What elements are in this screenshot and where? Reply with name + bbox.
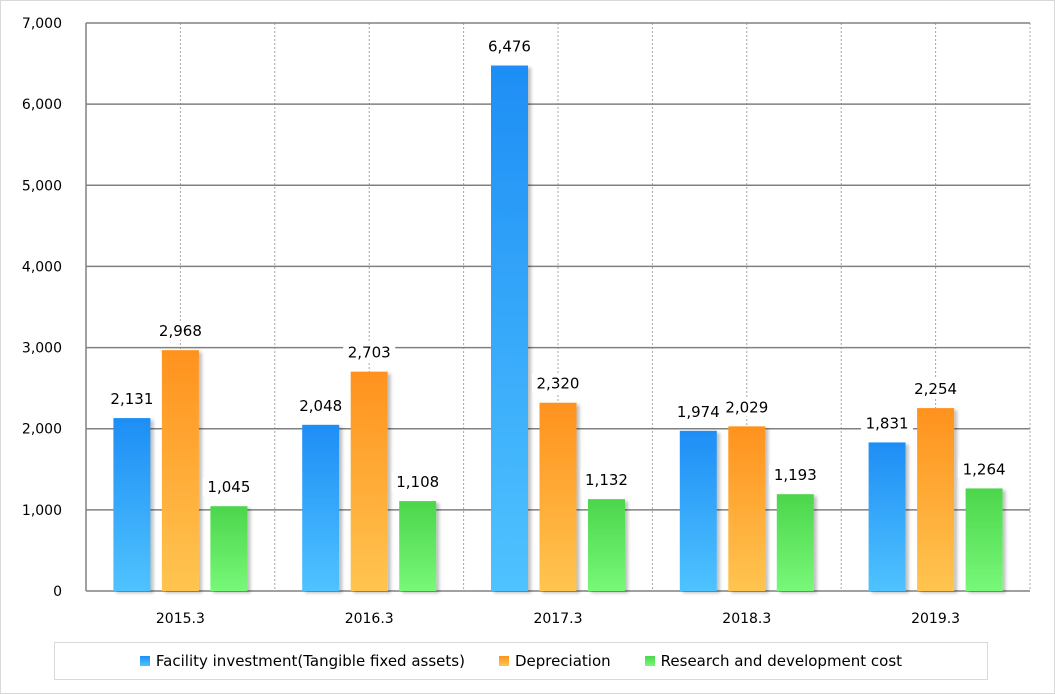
y-tick-label: 6,000	[22, 97, 62, 113]
legend-item-depreciation: Depreciation	[498, 652, 611, 670]
legend-swatch	[498, 656, 509, 666]
data-label: 2,320	[537, 375, 580, 393]
data-label: 1,132	[585, 471, 628, 489]
bar-2018.3-0	[679, 430, 717, 591]
legend-item-rnd-cost: Research and development cost	[644, 652, 903, 670]
data-label: 2,131	[110, 390, 153, 408]
bar-2016.3-0	[302, 424, 340, 591]
bar-2017.3-0	[491, 65, 528, 591]
bar-2017.3-1	[539, 402, 577, 591]
bar-2019.3-0	[868, 442, 906, 591]
data-label: 1,045	[207, 478, 250, 496]
bar-2017.3-2	[588, 499, 625, 591]
y-tick-label: 7,000	[22, 16, 62, 32]
y-tick-label: 3,000	[22, 341, 62, 357]
legend-swatch	[139, 656, 150, 666]
data-label-background	[672, 401, 725, 421]
y-tick-label: 2,000	[22, 422, 62, 438]
data-label: 2,703	[348, 344, 391, 362]
x-tick-label: 2018.3	[722, 611, 771, 627]
bar-2018.3-1	[728, 426, 766, 591]
x-axis-ticks: 2015.3 2016.3 2017.3 2018.3 2019.3	[156, 611, 960, 627]
y-axis-ticks: 0 1,000 2,000 3,000 4,000 5,000 6,000 7,000	[22, 16, 62, 600]
data-label: 1,264	[963, 460, 1006, 478]
data-label-background	[532, 373, 584, 393]
data-label: 1,193	[774, 466, 817, 484]
data-label-background	[720, 397, 773, 417]
data-label: 6,476	[488, 38, 531, 56]
bar-2016.3-2	[399, 501, 437, 591]
data-label-background	[105, 389, 158, 409]
legend-label: Depreciation	[514, 652, 611, 670]
y-tick-label: 0	[53, 584, 62, 600]
data-label-background	[958, 459, 1011, 479]
data-label-background	[294, 395, 347, 415]
bar-2015.3-2	[210, 506, 248, 591]
data-label-background	[391, 472, 444, 492]
data-label: 2,254	[914, 380, 957, 398]
data-label-background	[154, 321, 207, 341]
bar-2015.3-1	[161, 350, 199, 591]
data-label-background	[861, 413, 914, 433]
data-label: 2,029	[725, 398, 768, 416]
data-label: 2,968	[159, 322, 202, 340]
bar-2019.3-1	[917, 408, 955, 591]
y-tick-label: 4,000	[22, 259, 62, 275]
data-label: 1,974	[677, 403, 720, 421]
x-tick-label: 2019.3	[911, 611, 960, 627]
data-label-background	[909, 379, 962, 399]
y-tick-label: 5,000	[22, 178, 62, 194]
data-label-background	[580, 470, 633, 490]
x-tick-label: 2016.3	[345, 611, 394, 627]
data-label: 2,048	[299, 397, 342, 415]
legend-swatch	[644, 656, 655, 666]
data-label-background	[769, 465, 822, 485]
legend-label: Facility investment(Tangible fixed asset…	[155, 652, 465, 670]
data-label-background	[483, 36, 536, 56]
bar-2018.3-2	[776, 494, 814, 591]
bar-chart: 0 1,000 2,000 3,000 4,000 5,000 6,000 7,000 2,1…	[22, 16, 1031, 627]
bars	[113, 65, 1003, 591]
bar-2019.3-2	[965, 488, 1003, 591]
data-labels: 2,131 2,968 1,045 2,048 2,703 1,108 6,476 2,320…	[105, 36, 1011, 497]
data-label: 1,831	[866, 414, 909, 432]
legend-label: Research and development cost	[660, 652, 903, 670]
x-tick-label: 2017.3	[534, 611, 583, 627]
bar-2016.3-1	[350, 371, 388, 591]
legend: Facility investment(Tangible fixed asset…	[54, 642, 988, 680]
data-label-background	[343, 342, 396, 362]
y-tick-label: 1,000	[22, 503, 62, 519]
x-tick-label: 2015.3	[156, 611, 205, 627]
bar-2015.3-0	[113, 418, 151, 591]
data-label-background	[202, 477, 255, 497]
data-label: 1,108	[396, 473, 439, 491]
legend-item-facility-investment: Facility investment(Tangible fixed asset…	[139, 652, 465, 670]
